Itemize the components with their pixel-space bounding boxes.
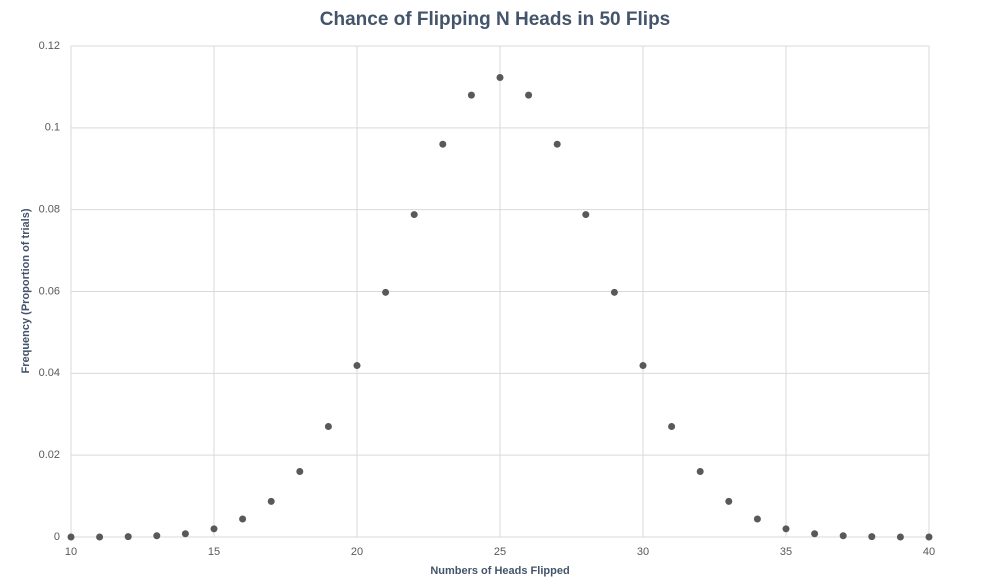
point [839,532,847,540]
point [753,515,761,523]
point [868,533,876,541]
point [210,525,218,533]
y-tick-label: 0.02 [39,449,60,461]
y-tick-label: 0.06 [39,285,60,297]
point [410,211,418,219]
y-axis-label: Frequency (Proportion of trials) [20,208,32,373]
point [324,423,332,431]
point [153,532,161,540]
point [96,533,104,541]
point [239,515,247,523]
point [296,468,304,476]
point [582,211,590,219]
y-tick-label: 0 [54,531,60,543]
chart-title: Chance of Flipping N Heads in 50 Flips [320,9,671,30]
x-tick-label: 15 [208,546,220,558]
y-tick-label: 0.04 [39,367,60,379]
point [696,468,704,476]
point [668,423,676,431]
point [467,91,475,99]
point [382,288,390,296]
point [496,74,504,82]
point [896,533,904,541]
point [782,525,790,533]
point [811,530,819,538]
x-axis-label: Numbers of Heads Flipped [430,565,569,577]
y-tick-label: 0.08 [39,204,60,216]
point [439,140,447,148]
x-tick-label: 25 [494,546,506,558]
x-tick-label: 20 [351,546,363,558]
point [267,497,275,505]
point [725,497,733,505]
x-tick-label: 10 [65,546,77,558]
x-tick-label: 40 [923,546,935,558]
point [181,530,189,538]
point [925,533,933,541]
point [610,288,618,296]
point [553,140,561,148]
y-tick-label: 0.12 [39,40,60,52]
point [639,362,647,370]
y-tick-label: 0.1 [45,122,60,134]
point [353,362,361,370]
point [67,533,75,541]
point [124,533,132,541]
x-tick-label: 35 [780,546,792,558]
point [525,91,533,99]
x-tick-label: 30 [637,546,649,558]
